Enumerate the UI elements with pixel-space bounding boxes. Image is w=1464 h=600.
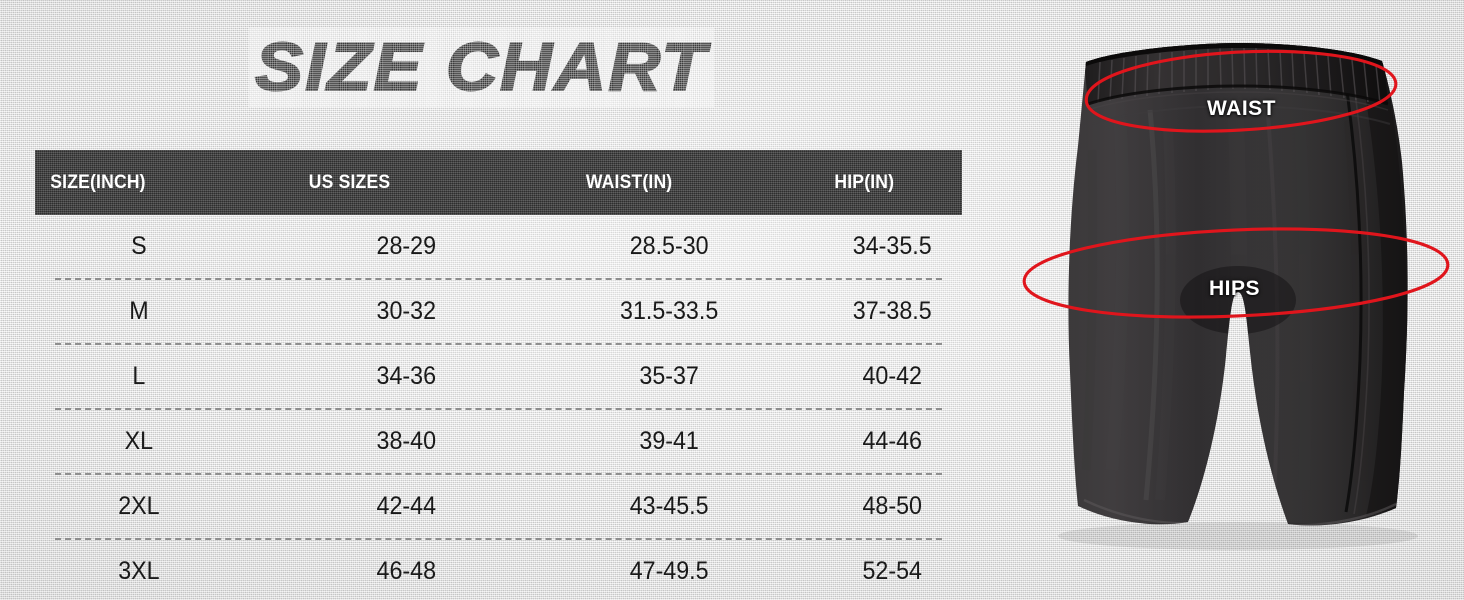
cell-waist: 43-45.5	[629, 492, 709, 520]
cell-size: 2XL	[118, 492, 160, 520]
shorts-graphic	[1022, 43, 1450, 550]
table-row: XL 38-40 39-41 44-46	[35, 410, 962, 473]
hips-measure-label: HIPS	[1209, 277, 1261, 300]
waist-measure-line	[1084, 49, 1398, 133]
hips-measure-line	[1022, 227, 1450, 319]
cell-waist: 35-37	[639, 362, 699, 390]
column-header-waist: WAIST(IN)	[585, 171, 673, 193]
cell-size: L	[132, 362, 146, 390]
cell-waist: 39-41	[639, 427, 699, 455]
cell-us: 38-40	[376, 427, 437, 455]
waist-measure-label: WAIST	[1207, 97, 1276, 120]
column-header-hip: HIP(IN)	[834, 171, 895, 193]
cell-waist: 31.5-33.5	[620, 297, 719, 325]
size-chart-table: SIZE(INCH) US SIZES WAIST(IN) HIP(IN) S …	[35, 150, 962, 600]
table-header-row: SIZE(INCH) US SIZES WAIST(IN) HIP(IN)	[35, 150, 962, 215]
column-header-size: SIZE(INCH)	[50, 171, 146, 193]
table-row: L 34-36 35-37 40-42	[35, 345, 962, 408]
cell-size: 3XL	[118, 557, 160, 585]
cell-us: 46-48	[376, 557, 437, 585]
cell-us: 28-29	[376, 232, 437, 260]
cell-size: M	[129, 297, 149, 325]
cell-us: 34-36	[376, 362, 437, 390]
cell-hip: 34-35.5	[852, 232, 932, 260]
row-divider	[55, 473, 942, 475]
table-row: 2XL 42-44 43-45.5 48-50	[35, 475, 962, 538]
column-header-us: US SIZES	[308, 171, 391, 193]
cell-hip: 40-42	[862, 362, 922, 390]
row-divider	[55, 343, 942, 345]
cell-size: XL	[124, 427, 154, 455]
cell-waist: 28.5-30	[629, 232, 709, 260]
table-row: M 30-32 31.5-33.5 37-38.5	[35, 280, 962, 343]
cell-hip: 52-54	[862, 557, 922, 585]
page-title: SIZE CHART	[248, 27, 714, 107]
cell-us: 30-32	[376, 297, 437, 325]
cell-waist: 47-49.5	[629, 557, 709, 585]
table-header-bar: SIZE(INCH) US SIZES WAIST(IN) HIP(IN)	[35, 150, 962, 215]
row-divider	[55, 278, 942, 280]
cell-hip: 44-46	[862, 427, 922, 455]
cell-hip: 48-50	[862, 492, 922, 520]
table-body: S 28-29 28.5-30 34-35.5 M 30-32 31.5-33.…	[35, 215, 962, 600]
table-row: 3XL 46-48 47-49.5 52-54	[35, 540, 962, 600]
table-row: S 28-29 28.5-30 34-35.5	[35, 215, 962, 278]
cell-size: S	[131, 232, 147, 260]
garment-illustration: WAIST HIPS	[1000, 0, 1464, 600]
row-divider	[55, 538, 942, 540]
row-divider	[55, 408, 942, 410]
cell-us: 42-44	[376, 492, 437, 520]
cell-hip: 37-38.5	[852, 297, 932, 325]
